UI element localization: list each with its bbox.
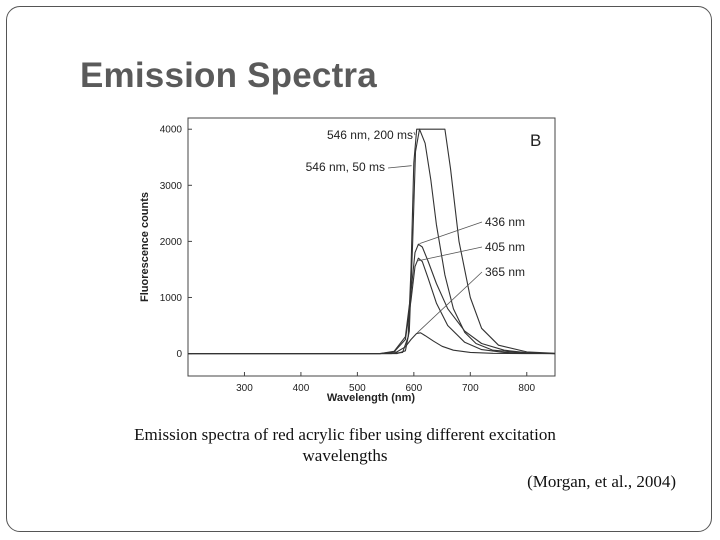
x-axis-label: Wavelength (nm) [327, 392, 416, 404]
x-tick-label: 600 [406, 383, 423, 394]
y-tick-label: 2000 [160, 237, 183, 248]
y-axis-label: Fluorescence counts [139, 192, 151, 302]
y-tick-label: 3000 [160, 181, 183, 192]
emission-spectra-chart: 300 400 500 600 700 800 0 1000 2000 3000 4000 546 … [139, 117, 556, 404]
annotation-label: 546 nm, 50 ms [306, 160, 385, 174]
series-line-3 [188, 257, 556, 355]
axis-ticks: 300 400 500 600 700 800 0 1000 2000 3000 4000 [160, 125, 536, 394]
y-tick-label: 1000 [160, 293, 183, 304]
panel-label: B [530, 131, 541, 150]
annotation-label: 436 nm [485, 215, 525, 229]
annotation-leader [417, 246, 483, 262]
y-tick-label: 0 [176, 349, 182, 360]
slide-frame [6, 6, 712, 532]
annotation-leader [413, 131, 416, 136]
series-line-1 [188, 128, 556, 355]
annotation-label: 365 nm [485, 265, 525, 279]
x-tick-label: 500 [349, 383, 366, 394]
x-tick-label: 700 [462, 383, 479, 394]
citation: (Morgan, et al., 2004) [527, 472, 676, 491]
annotation-leader [419, 221, 483, 245]
series-line-0 [188, 128, 556, 355]
series-line-2 [188, 243, 556, 355]
annotation-leader [387, 165, 412, 169]
plot-area-border [187, 117, 556, 377]
annotation-label: 546 nm, 200 ms [327, 128, 413, 142]
slide-title: Emission Spectra [80, 56, 377, 95]
annotations: 546 nm, 200 ms 546 nm, 50 ms 436 nm 405 nm 3… [306, 128, 525, 334]
x-tick-label: 300 [236, 383, 253, 394]
annotation-leader [416, 271, 483, 334]
x-tick-label: 400 [293, 383, 310, 394]
series-lines [188, 128, 556, 355]
y-tick-label: 4000 [160, 125, 183, 136]
figure-caption: Emission spectra of red acrylic fiber us… [134, 425, 556, 465]
series-line-4 [188, 332, 555, 355]
annotation-label: 405 nm [485, 240, 525, 254]
x-tick-label: 800 [518, 383, 535, 394]
